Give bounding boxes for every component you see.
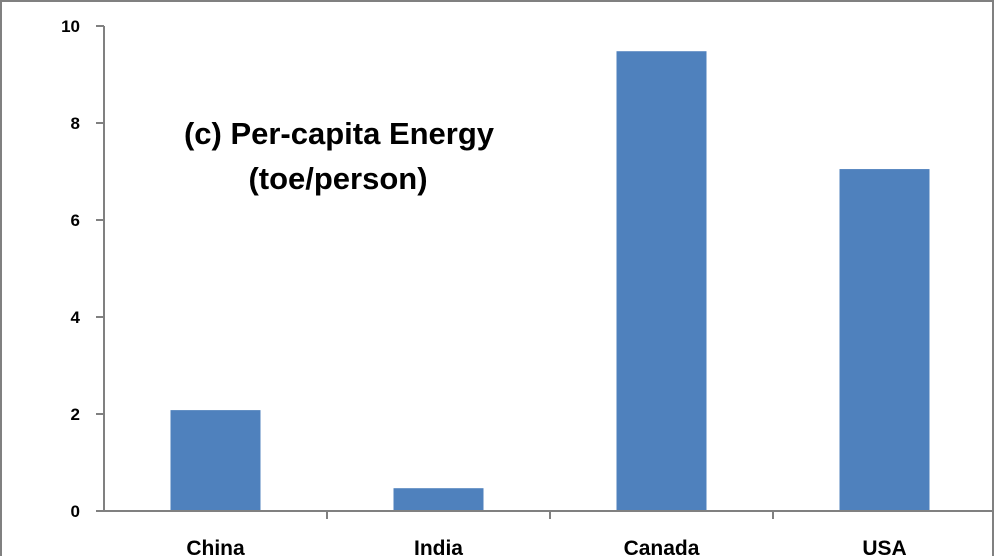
y-tick-label: 4	[71, 308, 81, 327]
axes-layer	[96, 25, 994, 519]
bar-india	[393, 488, 484, 511]
bar-canada	[616, 51, 707, 511]
x-category-label: China	[186, 537, 245, 558]
y-tick-label: 8	[71, 114, 80, 133]
x-category-label: USA	[862, 537, 906, 558]
x-category-label: Canada	[624, 537, 700, 558]
bar-usa	[839, 169, 930, 511]
bars-layer	[170, 51, 930, 511]
y-tick-label: 0	[71, 502, 80, 521]
chart-title: (c) Per-capita Energy (toe/person)	[184, 116, 495, 196]
x-category-label: India	[414, 537, 463, 558]
bar-china	[170, 410, 261, 511]
y-tick-label: 10	[61, 17, 80, 36]
labels-layer: 0 2 4 6 8 10 China India Canada USA	[61, 17, 907, 558]
chart-title-line-1: (c) Per-capita Energy	[184, 116, 495, 151]
y-tick-label: 2	[71, 405, 80, 424]
y-tick-label: 6	[71, 211, 80, 230]
chart-title-line-2: (toe/person)	[248, 161, 427, 196]
